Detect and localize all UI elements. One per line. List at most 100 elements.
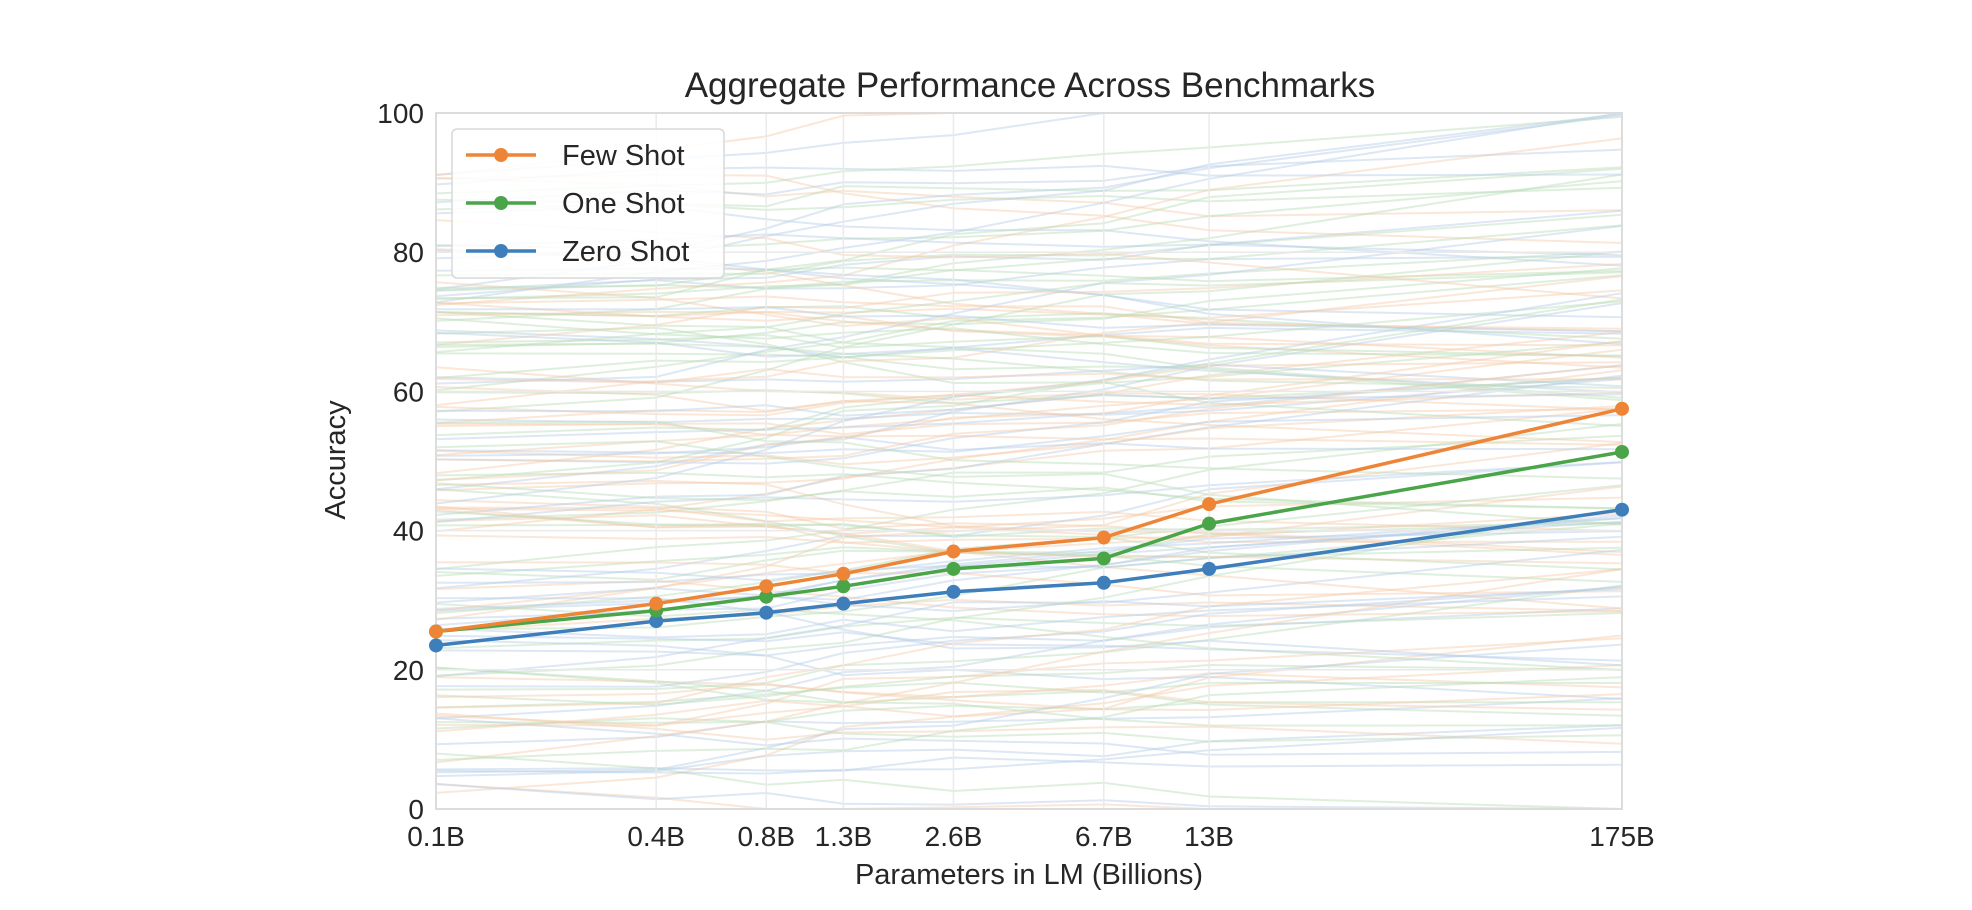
background-line (435, 512, 1623, 544)
series-zero-shot (429, 502, 1629, 653)
background-line (435, 643, 1623, 774)
background-line (435, 479, 1623, 554)
y-tick-label: 0 (408, 794, 424, 825)
background-line (435, 471, 1623, 510)
y-tick-label: 80 (393, 237, 424, 268)
background-line (435, 250, 1623, 292)
background-line (435, 340, 1623, 437)
background-line (435, 752, 1623, 810)
background-line (435, 697, 1623, 746)
data-point (1202, 516, 1217, 531)
background-line (435, 579, 1623, 618)
background-line (435, 275, 1623, 407)
legend-label: Few Shot (562, 140, 685, 172)
series-few-shot (429, 401, 1629, 639)
background-line (435, 405, 1623, 466)
background-line (435, 326, 1623, 359)
background-line (435, 423, 1623, 571)
background-line (435, 586, 1623, 688)
background-line (435, 167, 1623, 300)
data-point (1615, 502, 1629, 517)
background-line (435, 364, 1623, 441)
data-point (836, 596, 851, 611)
series-lines (429, 401, 1629, 653)
background-line (435, 271, 1623, 354)
background-line (435, 666, 1623, 727)
background-line (435, 361, 1623, 417)
y-tick-label: 60 (393, 376, 424, 407)
plot-frame (435, 112, 1623, 810)
background-line (435, 267, 1623, 348)
background-line (435, 663, 1623, 706)
background-line (435, 535, 1623, 582)
x-tick-label: 1.3B (815, 821, 873, 852)
background-line (435, 612, 1623, 650)
background-line (435, 517, 1623, 584)
background-line (435, 289, 1623, 319)
background-line (435, 717, 1623, 743)
series-line (435, 407, 1623, 634)
background-line (435, 664, 1623, 733)
background-line (435, 209, 1623, 298)
background-line (435, 376, 1623, 465)
chart-title: Aggregate Performance Across Benchmarks (685, 66, 1376, 105)
series-line (435, 450, 1623, 634)
series-line (435, 507, 1623, 648)
background-line (435, 548, 1623, 678)
background-line (435, 366, 1623, 411)
background-line (435, 331, 1623, 475)
background-line (435, 505, 1623, 610)
background-line (435, 326, 1623, 427)
legend-label: One Shot (562, 188, 685, 220)
y-axis-label: Accuracy (320, 400, 352, 520)
y-tick-label: 100 (377, 98, 424, 129)
background-line (435, 407, 1623, 533)
background-line (435, 461, 1623, 590)
background-line (435, 310, 1623, 347)
background-line (435, 508, 1623, 565)
series-one-shot (429, 444, 1629, 639)
background-line (435, 224, 1623, 385)
background-line (435, 301, 1623, 369)
background-line (435, 295, 1623, 333)
background-line (435, 587, 1623, 613)
background-line (435, 300, 1623, 379)
background-line (435, 268, 1623, 300)
data-point (649, 614, 664, 629)
data-point (759, 589, 774, 604)
background-line (435, 701, 1623, 724)
background-line (435, 250, 1623, 413)
background-line (435, 442, 1623, 621)
data-point (836, 566, 851, 581)
background-line (435, 263, 1623, 346)
background-line (435, 602, 1623, 672)
background-line (435, 634, 1623, 794)
background-line (435, 509, 1623, 677)
background-benchmark-lines (435, 112, 1623, 810)
legend-marker (494, 148, 508, 162)
background-line (435, 595, 1623, 639)
background-line (435, 672, 1623, 699)
data-point (946, 584, 961, 599)
data-point (759, 579, 774, 594)
background-line (435, 281, 1623, 359)
background-line (435, 682, 1623, 712)
background-line (435, 377, 1623, 405)
legend-marker (494, 196, 508, 210)
data-point (1615, 444, 1629, 459)
background-line (435, 676, 1623, 761)
background-line (435, 568, 1623, 709)
background-line (435, 224, 1623, 289)
background-line (435, 306, 1623, 333)
background-line (435, 488, 1623, 583)
data-point (1202, 561, 1217, 576)
background-line (435, 331, 1623, 394)
y-tick-label: 40 (393, 516, 424, 547)
background-line (435, 482, 1623, 510)
background-line (435, 378, 1623, 424)
background-line (435, 422, 1623, 446)
background-line (435, 363, 1623, 388)
background-line (435, 506, 1623, 532)
background-line (435, 386, 1623, 444)
